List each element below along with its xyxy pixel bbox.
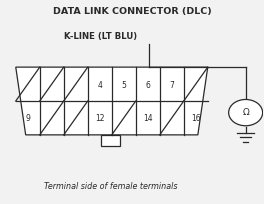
Text: 4: 4 [97,80,102,89]
Text: K-LINE (LT BLU): K-LINE (LT BLU) [64,32,137,41]
Circle shape [229,100,263,126]
Text: 7: 7 [169,80,174,89]
Text: 16: 16 [191,114,201,123]
Text: Ω: Ω [242,108,249,116]
Bar [101,135,120,146]
Text: 9: 9 [25,114,30,123]
Text: Terminal side of female terminals: Terminal side of female terminals [44,182,178,191]
Text: DATA LINK CONNECTOR (DLC): DATA LINK CONNECTOR (DLC) [53,7,211,16]
Text: 5: 5 [121,80,126,89]
Text: 12: 12 [95,114,105,123]
Text: 6: 6 [145,80,150,89]
Polygon shape [16,68,208,135]
Text: 14: 14 [143,114,153,123]
